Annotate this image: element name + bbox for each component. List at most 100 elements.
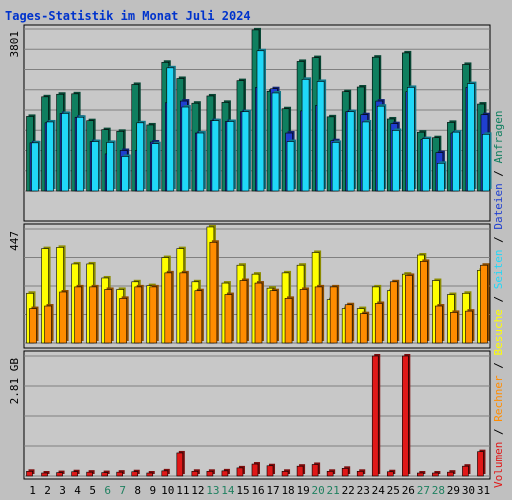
- bar-seiten-day-5: [91, 139, 101, 192]
- day-label-28: 28: [432, 484, 445, 497]
- day-label-26: 26: [402, 484, 415, 497]
- bar-rechner-day-5: [89, 284, 99, 344]
- ymax-label-middle: 447: [8, 231, 21, 251]
- day-label-5: 5: [89, 484, 96, 497]
- day-label-30: 30: [462, 484, 475, 497]
- bar-volumen-day-27: [417, 471, 426, 477]
- day-label-22: 22: [342, 484, 355, 497]
- bar-seiten-day-16: [256, 48, 266, 192]
- legend-item-besuche: Besuche: [492, 309, 505, 355]
- day-label-23: 23: [357, 484, 370, 497]
- day-label-6: 6: [104, 484, 111, 497]
- day-label-2: 2: [44, 484, 51, 497]
- bar-volumen-day-21: [326, 469, 336, 477]
- bar-volumen-day-2: [41, 471, 50, 477]
- bar-seiten-day-28: [437, 161, 447, 192]
- bar-volumen-day-19: [296, 464, 306, 477]
- bar-seiten-day-27: [422, 136, 432, 192]
- bar-volumen-day-1: [26, 469, 35, 477]
- bar-seiten-day-25: [391, 128, 402, 192]
- bar-seiten-day-10: [166, 65, 176, 192]
- bar-rechner-day-25: [389, 279, 400, 344]
- bar-seiten-day-29: [452, 130, 462, 192]
- chart-panel-bottom: [23, 350, 491, 480]
- bar-rechner-day-18: [284, 296, 295, 344]
- bar-rechner-day-4: [74, 284, 84, 344]
- legend-separator: /: [492, 230, 505, 250]
- bar-seiten-day-15: [241, 109, 251, 192]
- bar-rechner-day-15: [239, 278, 249, 344]
- bar-seiten-day-13: [211, 118, 221, 192]
- ymax-label-bottom: 2.81 GB: [8, 358, 21, 405]
- day-label-1: 1: [29, 484, 36, 497]
- bar-volumen-day-15: [236, 465, 245, 477]
- day-label-20: 20: [312, 484, 325, 497]
- day-label-12: 12: [191, 484, 204, 497]
- bar-seiten-day-20: [316, 79, 327, 192]
- bar-rechner-day-21: [329, 284, 340, 344]
- bar-rechner-day-24: [374, 301, 385, 344]
- bar-volumen-day-28: [432, 471, 441, 477]
- bar-volumen-day-13: [206, 469, 215, 477]
- bar-rechner-day-26: [405, 273, 415, 344]
- day-label-3: 3: [59, 484, 66, 497]
- bar-seiten-day-31: [482, 132, 492, 192]
- bar-seiten-day-7: [121, 154, 131, 192]
- legend-item-volumen: Volumen: [492, 442, 505, 488]
- bar-volumen-day-25: [386, 469, 396, 477]
- bar-volumen-day-3: [56, 470, 65, 477]
- bar-rechner-day-27: [420, 259, 430, 344]
- bar-rechner-day-10: [164, 270, 174, 344]
- bar-rechner-day-3: [59, 289, 69, 344]
- bar-rechner-day-14: [224, 292, 234, 344]
- bar-seiten-day-12: [196, 131, 206, 192]
- day-label-31: 31: [477, 484, 490, 497]
- day-label-19: 19: [296, 484, 309, 497]
- bar-seiten-day-4: [76, 115, 86, 192]
- bar-seiten-day-14: [226, 119, 236, 192]
- bar-volumen-day-26: [402, 354, 411, 477]
- day-label-13: 13: [206, 484, 219, 497]
- bar-seiten-day-19: [301, 77, 312, 192]
- bar-seiten-day-8: [136, 120, 146, 192]
- bar-volumen-day-4: [71, 469, 80, 477]
- bar-volumen-day-7: [116, 470, 125, 477]
- ymax-label-top: 3801: [8, 31, 21, 58]
- bar-volumen-day-24: [371, 354, 381, 477]
- bar-volumen-day-18: [281, 469, 291, 477]
- bar-rechner-day-30: [465, 309, 475, 344]
- day-label-7: 7: [119, 484, 126, 497]
- legend-item-rechner: Rechner: [492, 375, 505, 422]
- bar-volumen-day-5: [86, 470, 95, 477]
- bar-rechner-day-17: [269, 288, 280, 344]
- bar-seiten-day-22: [346, 109, 357, 192]
- legend-item-seiten: Seiten: [492, 250, 505, 290]
- bar-volumen-day-31: [477, 449, 486, 477]
- day-label-9: 9: [149, 484, 156, 497]
- bar-seiten-day-18: [286, 139, 297, 192]
- bar-rechner-day-31: [480, 263, 490, 344]
- bar-seiten-day-21: [331, 140, 342, 192]
- bar-seiten-day-17: [271, 90, 282, 192]
- bar-rechner-day-12: [194, 288, 204, 344]
- bar-rechner-day-9: [149, 284, 159, 344]
- bar-seiten-day-9: [151, 141, 161, 192]
- day-label-25: 25: [387, 484, 400, 497]
- day-label-15: 15: [236, 484, 249, 497]
- bar-seiten-day-1: [31, 140, 41, 192]
- bar-rechner-day-29: [450, 310, 460, 344]
- bar-volumen-day-12: [191, 469, 200, 477]
- bar-volumen-day-29: [447, 470, 456, 477]
- day-label-11: 11: [176, 484, 189, 497]
- day-label-18: 18: [281, 484, 294, 497]
- day-label-27: 27: [417, 484, 430, 497]
- bar-volumen-day-20: [311, 462, 321, 477]
- bar-rechner-day-20: [314, 284, 325, 344]
- bar-seiten-day-3: [61, 111, 71, 192]
- bar-seiten-day-23: [361, 119, 372, 192]
- bar-volumen-day-16: [251, 462, 260, 477]
- day-label-10: 10: [161, 484, 174, 497]
- legend-separator: /: [492, 356, 505, 376]
- bar-volumen-day-17: [266, 463, 276, 477]
- bar-rechner-day-19: [299, 287, 310, 344]
